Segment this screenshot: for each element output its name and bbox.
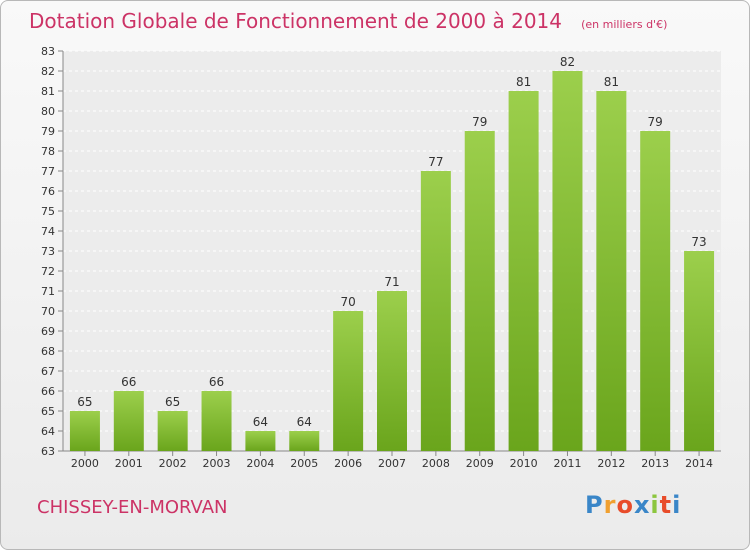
y-tick-label: 73 — [41, 245, 55, 258]
bar-value-label: 77 — [428, 155, 443, 169]
logo-letter: P — [585, 491, 604, 519]
x-tick-label: 2013 — [641, 457, 669, 470]
y-tick-label: 71 — [41, 285, 55, 298]
bar — [333, 311, 364, 451]
chart-unit-note: (en milliers d'€) — [581, 18, 668, 31]
x-tick-label: 2005 — [290, 457, 318, 470]
bar-value-label: 81 — [516, 75, 531, 89]
x-tick-label: 2002 — [159, 457, 187, 470]
x-tick-label: 2003 — [203, 457, 231, 470]
y-tick-label: 65 — [41, 405, 55, 418]
x-tick-label: 2008 — [422, 457, 450, 470]
bar-value-label: 71 — [384, 275, 399, 289]
bar-value-label: 73 — [691, 235, 706, 249]
y-tick-label: 70 — [41, 305, 55, 318]
x-tick-label: 2007 — [378, 457, 406, 470]
logo-letter: x — [633, 491, 651, 519]
x-tick-label: 2012 — [597, 457, 625, 470]
x-tick-label: 2006 — [334, 457, 362, 470]
chart-title-block: Dotation Globale de Fonctionnement de 20… — [29, 9, 667, 33]
bar-value-label: 64 — [253, 415, 268, 429]
bar-value-label: 81 — [604, 75, 619, 89]
bar — [289, 431, 320, 451]
y-tick-label: 82 — [41, 65, 55, 78]
bar — [157, 411, 188, 451]
y-tick-label: 69 — [41, 325, 55, 338]
x-tick-label: 2014 — [685, 457, 713, 470]
bar-value-label: 79 — [648, 115, 663, 129]
x-tick-label: 2011 — [553, 457, 581, 470]
logo-letter: i — [672, 491, 682, 519]
bar — [69, 411, 100, 451]
y-tick-label: 83 — [41, 45, 55, 58]
bar — [640, 131, 671, 451]
logo-letter: i — [650, 491, 660, 519]
bar — [552, 71, 583, 451]
chart-title: Dotation Globale de Fonctionnement de 20… — [29, 9, 562, 33]
y-tick-label: 80 — [41, 105, 55, 118]
x-tick-label: 2010 — [510, 457, 538, 470]
y-tick-label: 63 — [41, 445, 55, 458]
bar-value-label: 79 — [472, 115, 487, 129]
y-tick-label: 72 — [41, 265, 55, 278]
y-tick-label: 74 — [41, 225, 55, 238]
bar-value-label: 66 — [121, 375, 136, 389]
bar-value-label: 65 — [77, 395, 92, 409]
y-tick-label: 77 — [41, 165, 55, 178]
x-tick-label: 2009 — [466, 457, 494, 470]
logo-letter: o — [616, 491, 634, 519]
bar — [508, 91, 539, 451]
commune-name: CHISSEY-EN-MORVAN — [37, 497, 228, 518]
bar-value-label: 82 — [560, 55, 575, 69]
bar — [464, 131, 495, 451]
x-tick-label: 2004 — [246, 457, 274, 470]
y-tick-label: 78 — [41, 145, 55, 158]
x-tick-label: 2000 — [71, 457, 99, 470]
y-tick-label: 76 — [41, 185, 55, 198]
y-tick-label: 67 — [41, 365, 55, 378]
bar — [596, 91, 627, 451]
bar — [377, 291, 407, 451]
bar — [245, 431, 276, 451]
y-tick-label: 64 — [41, 425, 55, 438]
bar-value-label: 65 — [165, 395, 180, 409]
bar-value-label: 70 — [340, 295, 355, 309]
x-tick-label: 2001 — [115, 457, 143, 470]
y-tick-label: 66 — [41, 385, 55, 398]
bar — [420, 171, 451, 451]
bar — [684, 251, 715, 451]
bar — [201, 391, 232, 451]
proxiti-logo: Proxiti — [585, 491, 681, 519]
y-tick-label: 81 — [41, 85, 55, 98]
bar-value-label: 64 — [297, 415, 312, 429]
bar-value-label: 66 — [209, 375, 224, 389]
y-tick-label: 79 — [41, 125, 55, 138]
y-tick-label: 68 — [41, 345, 55, 358]
y-tick-label: 75 — [41, 205, 55, 218]
bar — [113, 391, 144, 451]
logo-letter: r — [603, 491, 617, 519]
logo-letter: t — [659, 491, 673, 519]
